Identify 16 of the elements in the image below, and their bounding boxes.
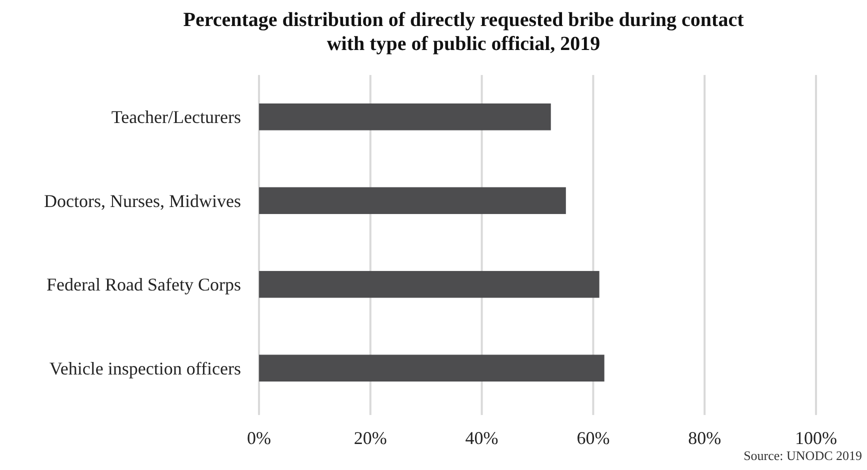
bar [259, 103, 551, 130]
y-tick-label: Teacher/Lecturers [111, 107, 241, 128]
x-tick-label: 60% [576, 428, 610, 448]
y-tick-label: Federal Road Safety Corps [46, 274, 241, 295]
chart-title: Percentage distribution of directly requested bribe during contact with type of public official, 2019 [183, 9, 744, 55]
source-note: Source: UNODC 2019 [744, 448, 862, 463]
bar [259, 270, 600, 298]
y-tick-label: Doctors, Nurses, Midwives [44, 190, 241, 211]
x-tick-label: 40% [465, 428, 498, 448]
x-tick-label: 20% [354, 428, 387, 448]
x-tick-label: 0% [247, 428, 271, 448]
x-tick-label: 100% [795, 428, 837, 448]
bar [259, 187, 566, 214]
y-tick-label: Vehicle inspection officers [49, 358, 241, 378]
bar [259, 354, 604, 382]
x-tick-label: 80% [688, 428, 722, 448]
